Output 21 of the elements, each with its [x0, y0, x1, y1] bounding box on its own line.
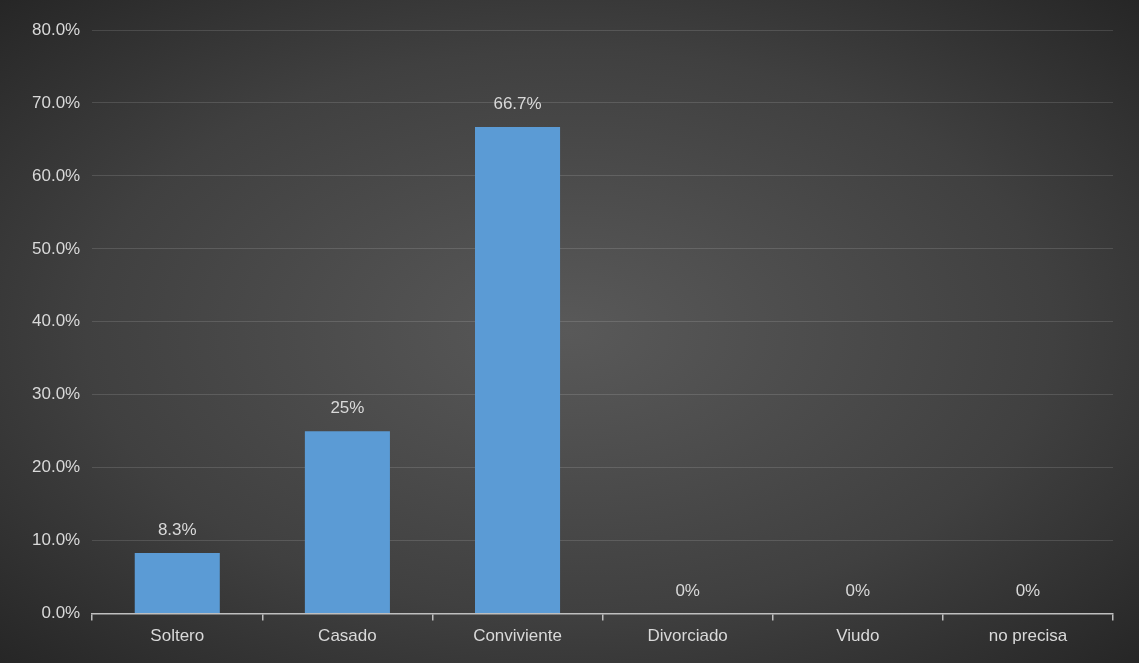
y-tick-label: 60.0% — [32, 165, 81, 185]
data-label: 0% — [1015, 580, 1041, 600]
y-tick-label: 50.0% — [32, 238, 81, 258]
y-tick-label: 0.0% — [41, 603, 81, 623]
y-tick-label: 70.0% — [32, 92, 81, 112]
y-tick-label: 80.0% — [32, 19, 81, 39]
x-tick-label: Soltero — [150, 626, 205, 646]
data-label: 25% — [330, 398, 365, 418]
y-tick-label: 10.0% — [32, 530, 81, 550]
data-label: 8.3% — [157, 520, 197, 540]
data-label: 0% — [845, 580, 871, 600]
x-tick-label: Viudo — [836, 626, 880, 646]
x-tick-label: Conviviente — [473, 626, 562, 646]
y-tick-label: 30.0% — [32, 384, 81, 404]
data-label: 0% — [675, 580, 700, 600]
x-tick-label: Casado — [318, 626, 377, 646]
y-tick-label: 20.0% — [32, 457, 81, 477]
y-tick-label: 40.0% — [32, 311, 81, 331]
x-tick-label: Divorciado — [647, 626, 728, 646]
data-label: 66.7% — [493, 94, 542, 114]
x-tick-label: no precisa — [988, 626, 1068, 646]
